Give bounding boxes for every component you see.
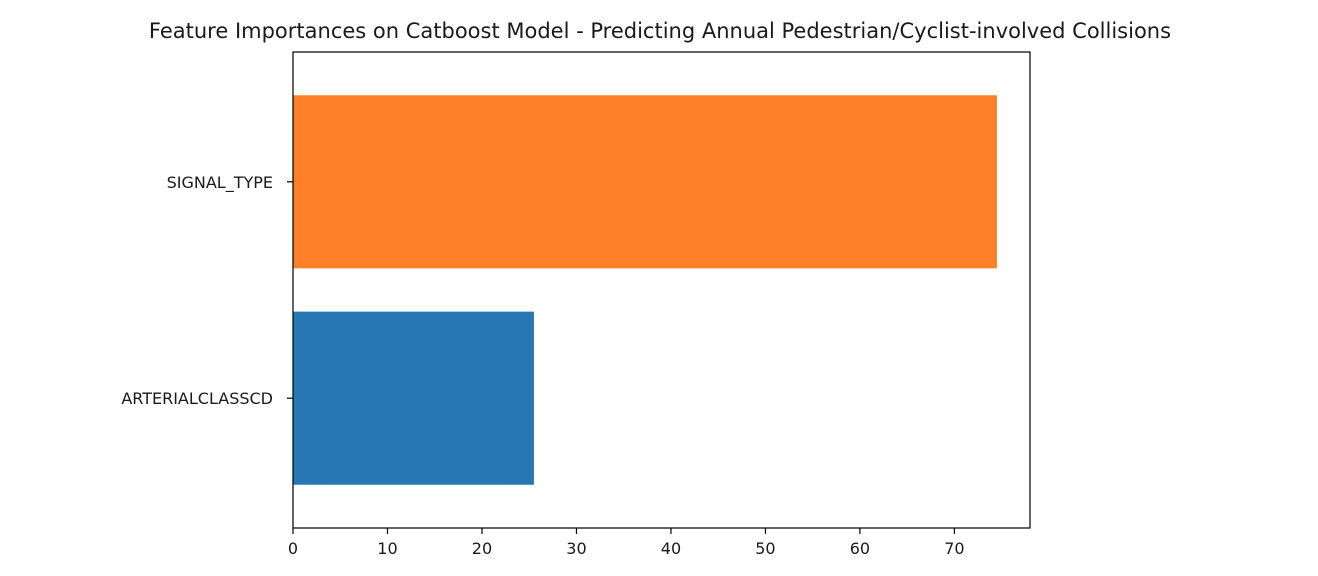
bar-signal-type	[293, 95, 997, 269]
bar-arterialclasscd	[293, 311, 534, 485]
x-tick-label: 60	[850, 539, 870, 558]
x-tick-label: 0	[288, 539, 298, 558]
x-tick-label: 70	[944, 539, 964, 558]
y-tick-label: ARTERIALCLASSCD	[121, 389, 273, 408]
x-tick-label: 30	[566, 539, 586, 558]
x-tick-label: 10	[377, 539, 397, 558]
x-tick-label: 20	[472, 539, 492, 558]
bars-layer	[293, 95, 997, 485]
x-tick-label: 50	[755, 539, 775, 558]
axes-frame	[292, 51, 1031, 529]
axes-layer: 0 10 20 30 40 50 60 70 ARTERIALCLASSCD SIGNAL_TYP…	[121, 51, 1031, 558]
y-tick-label: SIGNAL_TYPE	[167, 173, 273, 193]
chart-title: Feature Importances on Catboost Model - …	[149, 19, 1171, 43]
x-tick-label: 40	[661, 539, 681, 558]
